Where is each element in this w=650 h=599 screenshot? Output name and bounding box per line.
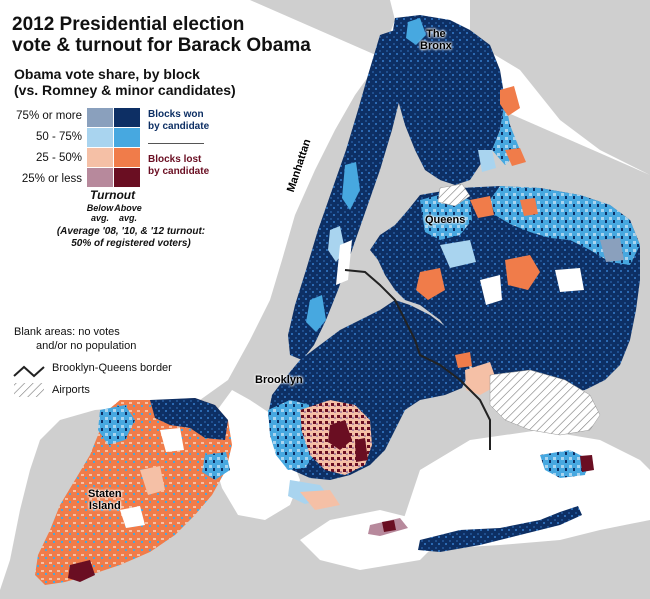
legend-row-label: 25 - 50% bbox=[35, 152, 82, 164]
legend-row-label: 25% or less bbox=[21, 173, 82, 185]
place-label-staten-island: Staten Island bbox=[88, 488, 122, 512]
legend-swatch-above bbox=[114, 108, 140, 127]
legend-turnout-note: (Average '08, '10, & '12 turnout: 50% of … bbox=[56, 226, 206, 249]
legend-swatch-above bbox=[114, 168, 140, 187]
legend-swatch-above bbox=[114, 128, 140, 147]
legend-turnout-title: Turnout bbox=[90, 188, 136, 202]
place-label-brooklyn: Brooklyn bbox=[255, 374, 303, 386]
staten-island bbox=[35, 398, 232, 585]
legend-swatch-above bbox=[114, 148, 140, 167]
legend-divider bbox=[148, 143, 204, 144]
legend-swatch-below bbox=[87, 168, 113, 187]
legend-swatch-below bbox=[87, 148, 113, 167]
legend-border-label: Brooklyn-Queens border bbox=[52, 362, 172, 374]
legend-turnout-below: Below avg. bbox=[86, 203, 114, 223]
airport-jfk bbox=[489, 369, 601, 436]
legend-airports-label: Airports bbox=[52, 384, 90, 396]
legend-turnout-above: Above avg. bbox=[114, 203, 142, 223]
place-label-queens: Queens bbox=[425, 214, 466, 226]
legend-lost-label: Blocks lost by candidate bbox=[148, 154, 210, 177]
legend-blank-note: Blank areas: no votes and/or no populati… bbox=[14, 326, 137, 352]
bronx bbox=[390, 15, 526, 185]
queens bbox=[370, 186, 640, 393]
place-label-bronx: The Bronx bbox=[420, 28, 452, 52]
legend-won-label: Blocks won by candidate bbox=[148, 109, 210, 132]
legend-border-line-sample bbox=[13, 365, 45, 378]
manhattan bbox=[288, 30, 410, 360]
brooklyn bbox=[268, 300, 498, 510]
brooklyn-queens-border bbox=[344, 269, 491, 450]
page-title: 2012 Presidential election vote & turnout… bbox=[12, 14, 311, 56]
legend-row-label: 75% or more bbox=[16, 110, 82, 122]
rockaways bbox=[368, 450, 594, 552]
legend-swatch-below bbox=[87, 128, 113, 147]
airport-laguardia bbox=[437, 183, 471, 207]
legend-row-label: 50 - 75% bbox=[35, 131, 82, 143]
legend-swatch-below bbox=[87, 108, 113, 127]
legend-airport-sample bbox=[14, 383, 44, 397]
legend-subtitle: Obama vote share, by block (vs. Romney & … bbox=[14, 66, 236, 98]
